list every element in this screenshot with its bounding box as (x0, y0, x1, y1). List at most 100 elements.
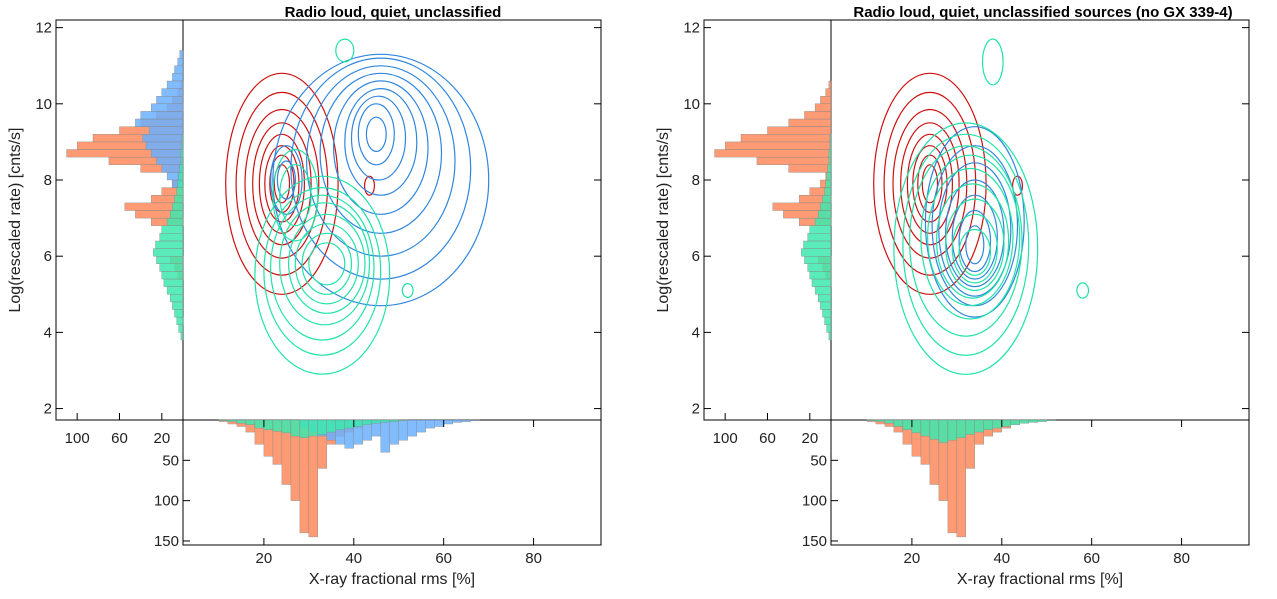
histogram-bar (161, 88, 184, 97)
histogram-bar (452, 419, 462, 423)
side-hist-tick-label: 60 (759, 430, 776, 447)
histogram-bar (1046, 419, 1056, 422)
histogram-bar (461, 419, 471, 422)
contour-level (332, 80, 429, 215)
histogram-bar (218, 419, 229, 422)
histogram-bar (180, 156, 184, 165)
histogram-bar (156, 95, 184, 104)
bottom-hist-tick-label: 150 (154, 533, 179, 550)
histogram-bar (179, 50, 184, 59)
histogram-bar (825, 88, 832, 97)
histogram-bar (398, 419, 408, 422)
contour-level (926, 167, 1014, 307)
y-tick-label: 8 (692, 172, 700, 189)
histogram-bar (824, 187, 832, 196)
histogram-bar (807, 263, 832, 272)
contour-level (902, 133, 1030, 356)
histogram-bar (227, 419, 238, 422)
histogram-bar (254, 419, 265, 429)
bottom-hist-tick-label: 150 (802, 533, 827, 550)
histogram-bar (177, 57, 184, 66)
histogram-bar (172, 301, 184, 310)
contour-level (279, 202, 371, 326)
histogram-bar (156, 156, 184, 165)
histogram-bar (181, 141, 184, 150)
bottom-histogram (866, 419, 1056, 538)
histogram-bar (974, 419, 984, 433)
histogram-bar (142, 134, 184, 143)
histogram-bar (818, 210, 832, 219)
histogram-bar (1010, 419, 1020, 426)
histogram-bar (344, 419, 354, 429)
histogram-bar (178, 324, 184, 333)
histogram-bar (947, 419, 958, 441)
histogram-bar (176, 316, 184, 325)
histogram-bar (161, 271, 184, 280)
side-hist-tick-label: 20 (153, 430, 170, 447)
histogram-bar (801, 248, 832, 257)
side-hist-tick-label: 60 (111, 430, 128, 447)
contour-level (365, 116, 387, 153)
y-tick-label: 8 (44, 172, 52, 189)
contour-level (244, 108, 320, 259)
histogram-bar (153, 248, 184, 257)
contour-level (279, 164, 312, 227)
histogram-bar (236, 419, 247, 424)
histogram-bar (911, 419, 922, 434)
histogram-bar (929, 419, 940, 440)
histogram-bar (809, 271, 832, 280)
histogram-bar (174, 309, 184, 318)
histogram-bar (828, 332, 832, 341)
bottom-hist-tick-label: 100 (154, 493, 179, 510)
histogram-bar (371, 419, 381, 424)
right-figure: Radio loud, quiet, unclassified sources … (655, 4, 1250, 588)
contour-level (958, 228, 992, 276)
histogram-bar (956, 419, 966, 438)
contour-level (272, 148, 319, 242)
contour-level (269, 194, 375, 341)
histogram-bar (803, 240, 832, 249)
y-tick-label: 2 (692, 401, 700, 418)
histogram-bar (824, 316, 832, 325)
y-tick-label: 6 (44, 248, 52, 265)
contour-level (924, 126, 1025, 318)
histogram-bar (740, 134, 832, 143)
contour-level (944, 179, 1005, 288)
histogram-bar (920, 419, 931, 437)
histogram-bar (308, 419, 318, 538)
bottom-hist-tick-label: 50 (810, 452, 827, 469)
x-tick-label: 40 (993, 550, 1010, 567)
histogram-bar (1028, 419, 1039, 423)
contour-level (344, 87, 418, 196)
histogram-bar (172, 73, 184, 82)
histogram-bar (829, 141, 832, 150)
histogram-bar (788, 118, 832, 127)
histogram-bar (135, 118, 184, 127)
histogram-bar (820, 202, 832, 211)
histogram-bar (290, 419, 301, 437)
histogram-bar (272, 419, 283, 432)
histogram-bar (353, 419, 363, 427)
contour-level (287, 213, 366, 314)
histogram-bar (425, 419, 435, 429)
contour-plot (225, 38, 490, 375)
histogram-bar (825, 179, 832, 188)
y-tick-label: 4 (692, 324, 700, 341)
histogram-bar (166, 286, 184, 295)
x-tick-label: 40 (345, 550, 362, 567)
histogram-bar (884, 419, 895, 424)
contour-level (920, 154, 1021, 320)
y-axis-label: Log(rescaled rate) [cnts/s] (7, 128, 24, 313)
histogram-bar (828, 156, 832, 165)
contour-level (254, 175, 391, 375)
histogram-bar (767, 126, 832, 135)
histogram-bar (809, 225, 832, 234)
chart-title: Radio loud, quiet, unclassified (285, 4, 502, 21)
histogram-bar (822, 194, 832, 203)
y-tick-label: 10 (35, 96, 52, 113)
histogram-bar (827, 164, 832, 173)
contour-level (350, 95, 407, 181)
bottom-hist-tick-label: 100 (802, 493, 827, 510)
histogram-bar (263, 419, 274, 430)
histogram-bar (177, 179, 184, 188)
